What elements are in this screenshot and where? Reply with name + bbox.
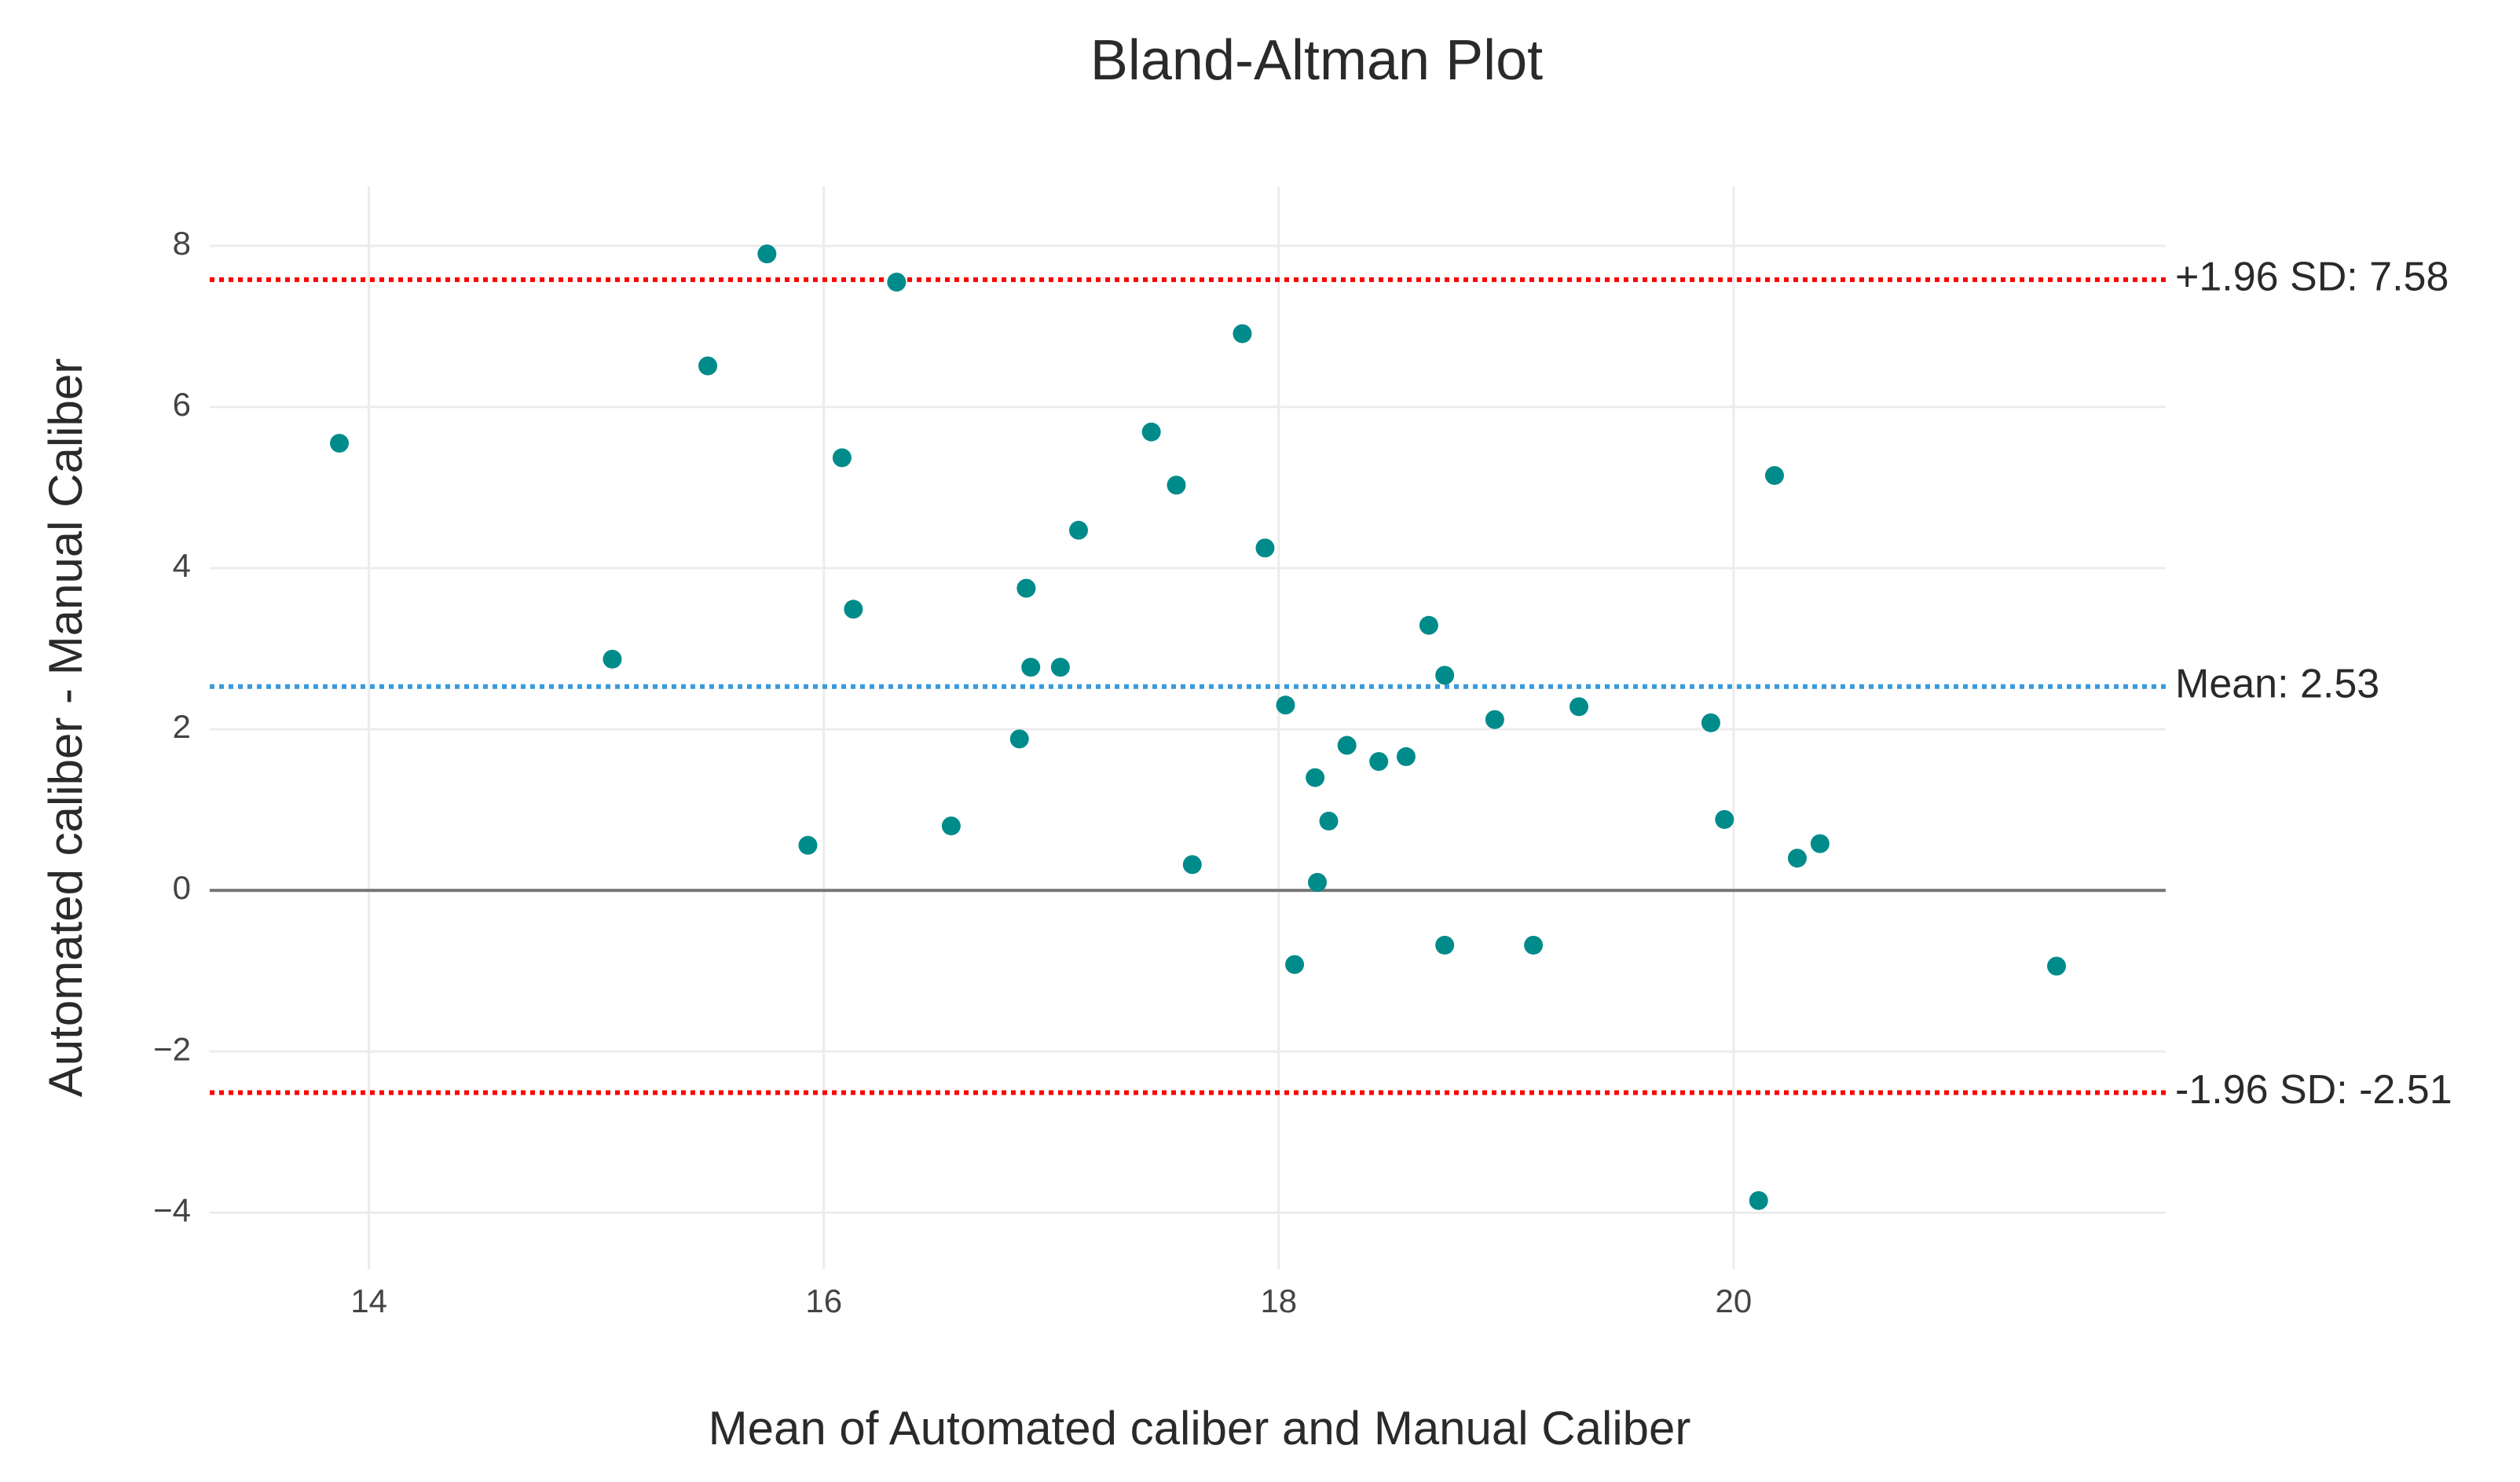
point	[1396, 747, 1416, 766]
y-tick-label: 0	[173, 869, 191, 906]
point	[1765, 466, 1784, 486]
y-axis-title: Automated caliber - Manual Caliber	[39, 358, 92, 1097]
point	[1485, 710, 1504, 729]
point	[844, 600, 863, 619]
point	[1285, 955, 1305, 974]
reference-label: +1.96 SD: 7.58	[2175, 255, 2449, 300]
point	[2047, 956, 2067, 976]
point	[1570, 697, 1588, 717]
y-tick-label: −4	[153, 1191, 191, 1228]
point	[1308, 872, 1328, 892]
point	[1167, 475, 1186, 495]
y-tick-label: 4	[173, 547, 191, 584]
point	[887, 273, 907, 292]
point	[1009, 729, 1029, 749]
point	[1276, 695, 1295, 715]
x-tick-label: 20	[1716, 1282, 1753, 1319]
point	[1069, 520, 1089, 540]
point	[1021, 658, 1041, 677]
point	[1369, 752, 1389, 772]
y-tick-label: 2	[173, 708, 191, 745]
y-tick-label: −2	[153, 1030, 191, 1067]
point	[798, 835, 818, 855]
point	[698, 356, 718, 376]
point	[1435, 935, 1455, 955]
point	[1701, 713, 1720, 732]
point	[757, 244, 777, 264]
point	[1787, 849, 1807, 868]
point	[1749, 1190, 1768, 1210]
x-axis-title: Mean of Automated caliber and Manual Cal…	[709, 1402, 1691, 1454]
point	[1182, 855, 1202, 875]
y-tick-label: 8	[173, 225, 191, 262]
point	[1050, 658, 1070, 677]
point	[1435, 666, 1455, 685]
point	[1715, 809, 1734, 829]
x-tick-label: 16	[805, 1282, 842, 1319]
point	[603, 649, 622, 669]
point	[1810, 834, 1830, 853]
reference-label: Mean: 2.53	[2175, 661, 2379, 706]
y-tick-label: 6	[173, 386, 191, 423]
x-tick-label: 14	[350, 1282, 387, 1319]
point	[1419, 615, 1438, 635]
point	[832, 448, 852, 468]
x-tick-label: 18	[1260, 1282, 1297, 1319]
point	[1141, 422, 1161, 442]
point	[1016, 578, 1036, 598]
point	[941, 816, 961, 836]
reference-label: -1.96 SD: -2.51	[2175, 1067, 2452, 1113]
point	[1255, 538, 1275, 558]
point	[1337, 735, 1357, 755]
point	[1524, 935, 1544, 955]
point	[1306, 768, 1325, 787]
point	[330, 434, 350, 453]
chart-title: Bland-Altman Plot	[1090, 29, 1543, 92]
point	[1233, 324, 1252, 343]
point	[1319, 811, 1339, 831]
